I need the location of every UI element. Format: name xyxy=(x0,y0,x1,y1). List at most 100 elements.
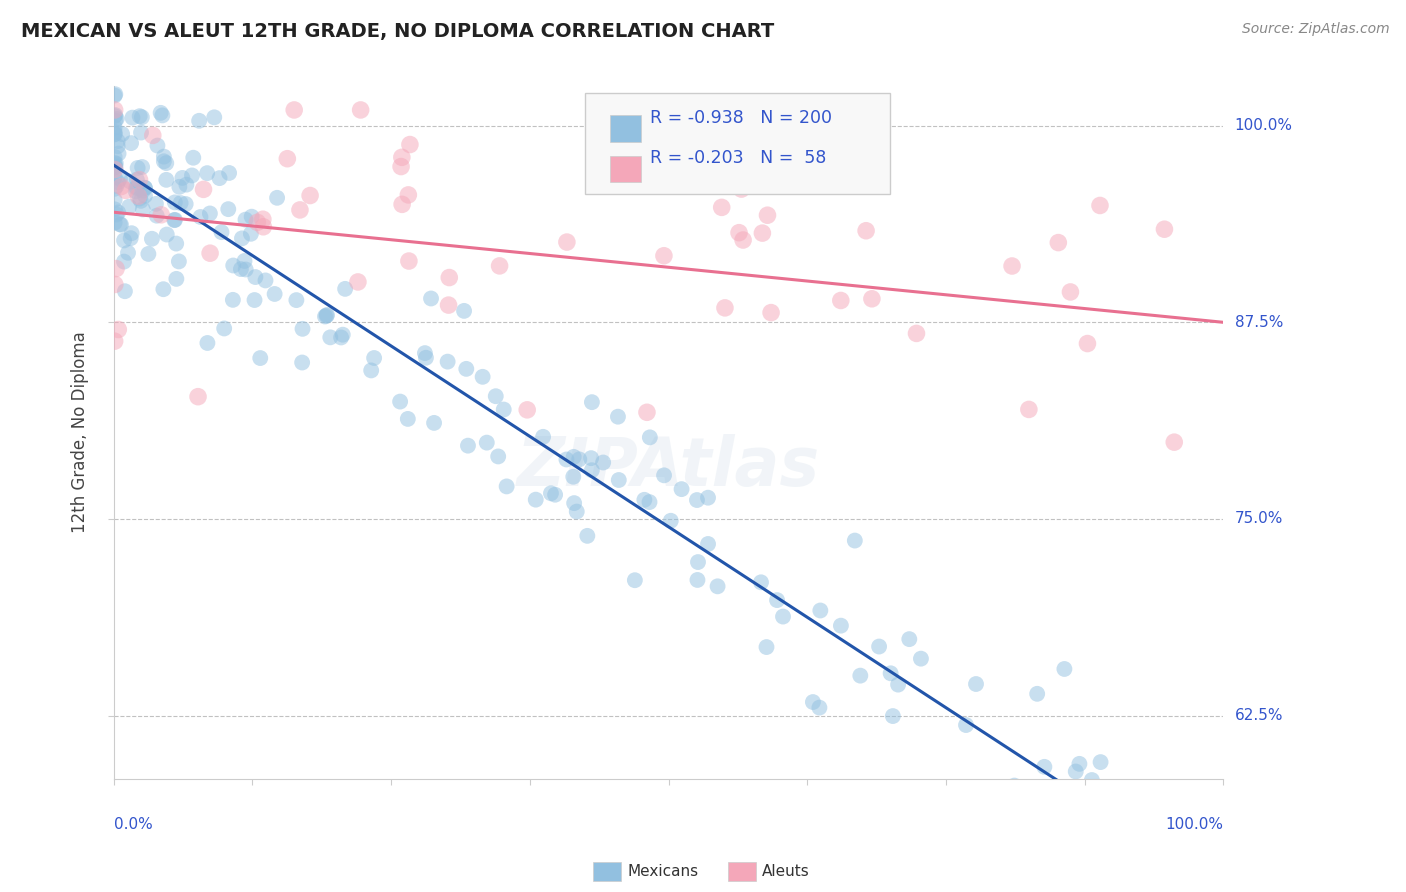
Point xyxy=(413,346,436,360)
Point xyxy=(104,127,127,141)
Point xyxy=(125,180,148,194)
Point xyxy=(315,309,337,323)
Point xyxy=(128,192,150,206)
Point xyxy=(652,468,675,483)
Point xyxy=(855,224,877,238)
Point xyxy=(142,128,165,143)
Point xyxy=(212,321,235,335)
Text: 100.0%: 100.0% xyxy=(1166,817,1223,832)
Point xyxy=(222,293,245,307)
Y-axis label: 12th Grade, No Diploma: 12th Grade, No Diploma xyxy=(72,332,89,533)
Point xyxy=(117,245,139,260)
Point xyxy=(659,514,682,528)
Point xyxy=(153,150,176,164)
Point xyxy=(607,473,630,487)
Point xyxy=(579,451,602,466)
Point xyxy=(104,182,127,196)
Point xyxy=(149,105,172,120)
Point xyxy=(169,179,191,194)
Point xyxy=(107,175,129,189)
Text: 62.5%: 62.5% xyxy=(1234,708,1284,723)
Point xyxy=(568,452,591,467)
Point xyxy=(844,533,866,548)
Point xyxy=(114,284,136,298)
Point xyxy=(108,217,131,231)
Point xyxy=(104,120,127,135)
Point xyxy=(314,310,336,324)
Point xyxy=(544,488,567,502)
Point xyxy=(299,188,322,202)
Point xyxy=(1001,259,1024,273)
Point xyxy=(638,495,661,509)
Point xyxy=(423,416,446,430)
Point xyxy=(730,182,752,196)
Point xyxy=(453,304,475,318)
Text: 75.0%: 75.0% xyxy=(1234,511,1282,526)
Point xyxy=(1026,687,1049,701)
Text: Source: ZipAtlas.com: Source: ZipAtlas.com xyxy=(1241,22,1389,37)
Point xyxy=(222,259,245,273)
Point xyxy=(195,166,218,180)
Point xyxy=(638,430,661,444)
Point xyxy=(283,103,305,117)
Point xyxy=(686,573,709,587)
Point xyxy=(319,330,342,344)
Point xyxy=(132,202,155,217)
Point xyxy=(291,355,314,369)
Point xyxy=(439,270,461,285)
Point xyxy=(235,212,257,227)
Point xyxy=(120,231,142,245)
Point xyxy=(330,330,353,344)
Point xyxy=(125,184,148,198)
Point xyxy=(1059,285,1081,299)
Point xyxy=(592,455,614,469)
Point xyxy=(420,292,443,306)
Point xyxy=(187,390,209,404)
Point xyxy=(898,632,921,647)
Point xyxy=(132,184,155,198)
Point xyxy=(1064,764,1087,779)
Point xyxy=(755,640,778,654)
Point xyxy=(391,150,413,164)
Point xyxy=(181,169,204,183)
Text: 87.5%: 87.5% xyxy=(1234,315,1282,330)
Point xyxy=(524,492,547,507)
Point xyxy=(110,179,132,194)
Point xyxy=(808,603,831,617)
Point xyxy=(110,218,132,232)
Point xyxy=(217,202,239,216)
Point xyxy=(456,362,478,376)
Point xyxy=(437,298,460,312)
Point xyxy=(138,247,160,261)
Point xyxy=(121,111,143,125)
Point xyxy=(104,162,127,177)
Point xyxy=(181,151,204,165)
Point xyxy=(751,226,773,240)
Point xyxy=(229,262,252,277)
Point xyxy=(636,405,658,419)
Point xyxy=(801,695,824,709)
Point xyxy=(197,336,219,351)
Point xyxy=(169,196,191,211)
Point xyxy=(749,575,772,590)
Point xyxy=(652,166,675,180)
Point xyxy=(112,234,135,248)
Point xyxy=(363,351,385,365)
Point xyxy=(118,200,141,214)
Point xyxy=(728,226,751,240)
Point xyxy=(1157,795,1180,809)
Point xyxy=(249,351,271,365)
Point xyxy=(436,354,458,368)
Point xyxy=(710,200,733,214)
Point xyxy=(457,439,479,453)
Point xyxy=(104,156,127,170)
Point xyxy=(475,435,498,450)
Point xyxy=(879,666,901,681)
Point xyxy=(576,529,599,543)
Point xyxy=(176,178,198,192)
Point xyxy=(332,327,354,342)
Point xyxy=(254,273,277,287)
Point xyxy=(398,254,420,268)
Point xyxy=(190,210,212,224)
Text: Mexicans: Mexicans xyxy=(627,864,699,879)
